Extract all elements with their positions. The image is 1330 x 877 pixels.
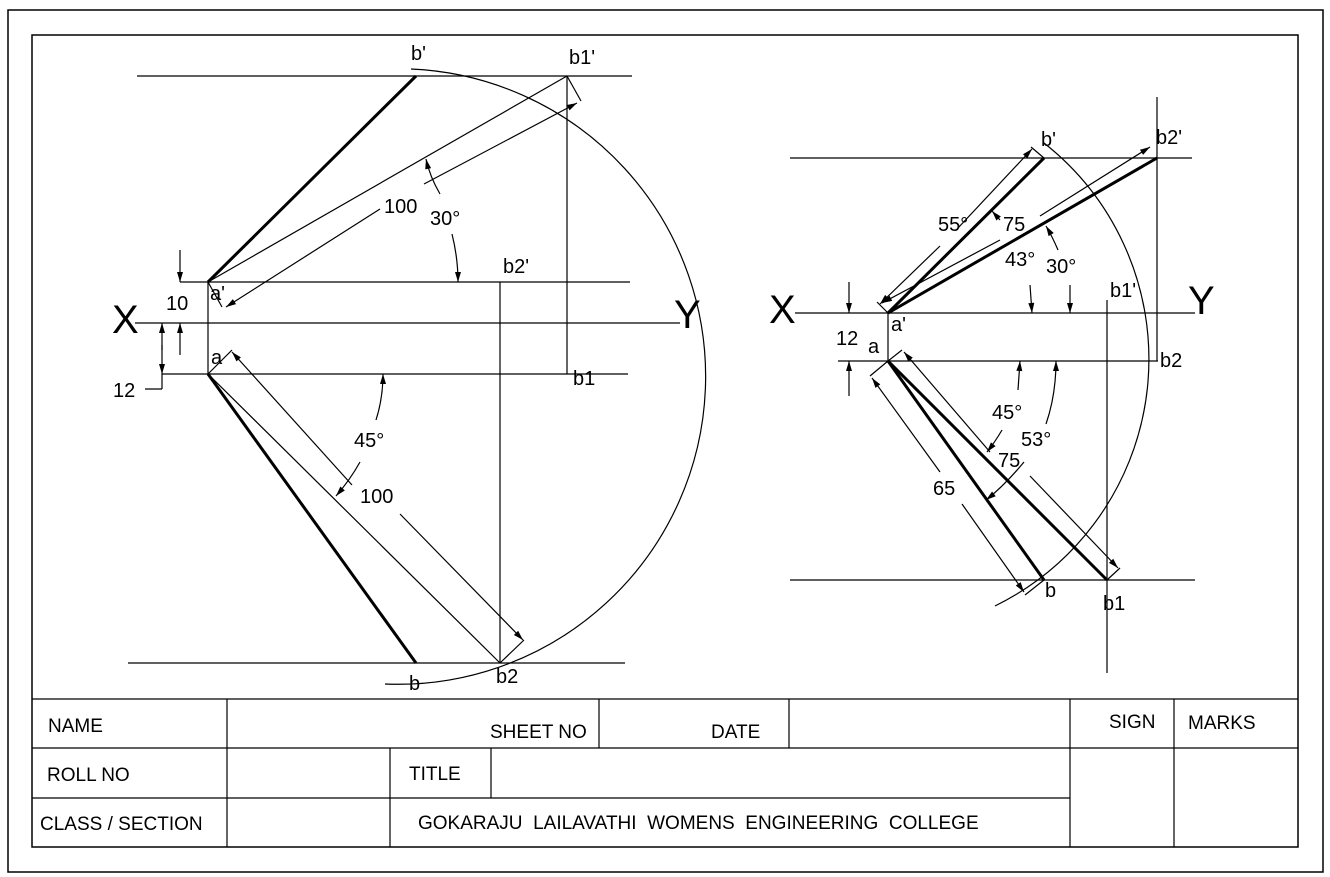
right-dim-75-bot-a [903, 351, 991, 453]
left-drawing: X Y 100 30° 10 [112, 43, 707, 695]
left-y-label: Y [674, 293, 701, 337]
left-dim-100-bot-a [231, 351, 353, 486]
date-label: DATE [711, 722, 760, 743]
right-angle-53-text: 53° [1021, 429, 1051, 451]
roll-no-label: ROLL NO [47, 765, 130, 786]
right-angle-45-arc-b [986, 429, 1003, 453]
right-angle-55-text: 55° [938, 214, 968, 236]
left-label-b-prime: b' [411, 43, 426, 65]
left-angle-45-arc-b [335, 461, 361, 497]
outer-border [7, 9, 1324, 873]
left-dim-100-bot-text: 100 [360, 486, 393, 508]
left-dim-100-bot-b [399, 513, 524, 641]
right-dim-75-bot-text: 75 [998, 450, 1020, 472]
left-label-b1: b1 [573, 368, 595, 390]
left-x-label: X [112, 298, 139, 342]
right-label-b1-prime: b1' [1110, 280, 1136, 302]
right-angle-43-text: 43° [1005, 249, 1035, 271]
right-label-b-prime: b' [1041, 129, 1056, 151]
right-angle-45-arrow [1016, 360, 1023, 391]
right-dim-75-pointer [991, 210, 1001, 221]
right-label-b: b [1045, 580, 1056, 602]
right-dim-75-top-text: 75 [1003, 214, 1025, 236]
right-angle-43-arrow [1028, 284, 1035, 314]
right-dim-ext-6 [1024, 579, 1045, 596]
left-front-view-line [206, 74, 418, 284]
left-dim-100-top-b [423, 102, 578, 185]
left-angle-30-arc-b [451, 233, 461, 283]
left-true-length-front [207, 75, 568, 283]
title-block: NAME SHEET NO DATE SIGN MARKS ROLL NO TI… [32, 698, 1298, 847]
left-label-b: b [409, 673, 420, 695]
title-label: TITLE [409, 764, 461, 785]
drawing-frame [31, 34, 1299, 848]
right-angle-45-text: 45° [992, 402, 1022, 424]
left-label-a: a [211, 347, 223, 369]
sign-label: SIGN [1109, 712, 1155, 733]
name-label: NAME [48, 716, 103, 737]
left-dim-ext-2 [207, 281, 223, 308]
left-angle-45-arc-a [375, 373, 386, 421]
left-dim-ext-3 [207, 349, 233, 375]
college-name: GOKARAJU LAILAVATHI WOMENS ENGINEERING C… [418, 813, 979, 834]
left-label-b1-prime: b1' [569, 47, 595, 69]
right-dim-75-top-a [881, 239, 1001, 304]
right-x-label: X [769, 288, 796, 332]
left-angle-45-text: 45° [354, 430, 384, 452]
right-dim-ext-1 [876, 301, 889, 314]
right-top-view-b1 [886, 359, 1109, 582]
right-label-b2: b2 [1160, 350, 1182, 372]
left-label-b2: b2 [496, 666, 518, 688]
right-dim-ext-3 [887, 349, 903, 362]
marks-label: MARKS [1188, 713, 1256, 734]
right-label-a-prime: a' [891, 314, 906, 336]
left-label-a-prime: a' [210, 283, 225, 305]
left-true-length-top [207, 373, 501, 664]
left-dim-100-top-text: 100 [384, 196, 417, 218]
right-dim-65-a [871, 377, 941, 473]
left-dim-ext-1 [566, 75, 582, 102]
right-dim-ext-5 [869, 360, 889, 377]
sheet-no-label: SHEET NO [490, 722, 587, 743]
right-angle-30-text: 30° [1046, 256, 1076, 278]
right-y-label: Y [1188, 279, 1215, 323]
left-angle-30-arc-a [425, 158, 441, 195]
right-angle-53-arc-b [985, 461, 1025, 501]
right-swing-arc [994, 142, 1150, 607]
left-label-b2-prime: b2' [503, 256, 529, 278]
right-dim-75-top-b [1039, 146, 1151, 217]
left-swing-arc [384, 68, 707, 685]
left-angle-30-text: 30° [430, 208, 460, 230]
class-section-label: CLASS / SECTION [40, 814, 203, 835]
right-angle-30-arc-a [1045, 225, 1059, 251]
right-top-view-b [886, 360, 1046, 581]
right-drawing: X Y 55° 75 43° 30° [769, 97, 1215, 673]
right-dim-75-bot-b [1029, 475, 1119, 569]
right-dim-ext-4 [1106, 567, 1121, 581]
right-front-view-b-prime [886, 156, 1046, 315]
right-dim-55-arrow-b [879, 245, 941, 305]
right-dim-65-b [961, 503, 1025, 593]
left-dim-100-top-a [225, 208, 381, 308]
right-label-b1: b1 [1103, 593, 1125, 615]
right-label-a: a [868, 336, 880, 358]
right-dim-65-text: 65 [933, 478, 955, 500]
left-dim-10-text: 10 [166, 293, 188, 315]
left-top-view-line [206, 373, 418, 664]
left-dim-12-text: 12 [113, 380, 135, 402]
right-front-view-b2-prime [887, 156, 1158, 315]
right-label-b2-prime: b2' [1156, 127, 1182, 149]
right-dim-ext-2 [1030, 146, 1045, 159]
right-dim-55-arrow [957, 148, 1033, 229]
right-dim-12-text: 12 [836, 328, 858, 350]
right-angle-53-arc-a [1045, 360, 1059, 425]
left-dim-ext-4 [499, 639, 525, 664]
